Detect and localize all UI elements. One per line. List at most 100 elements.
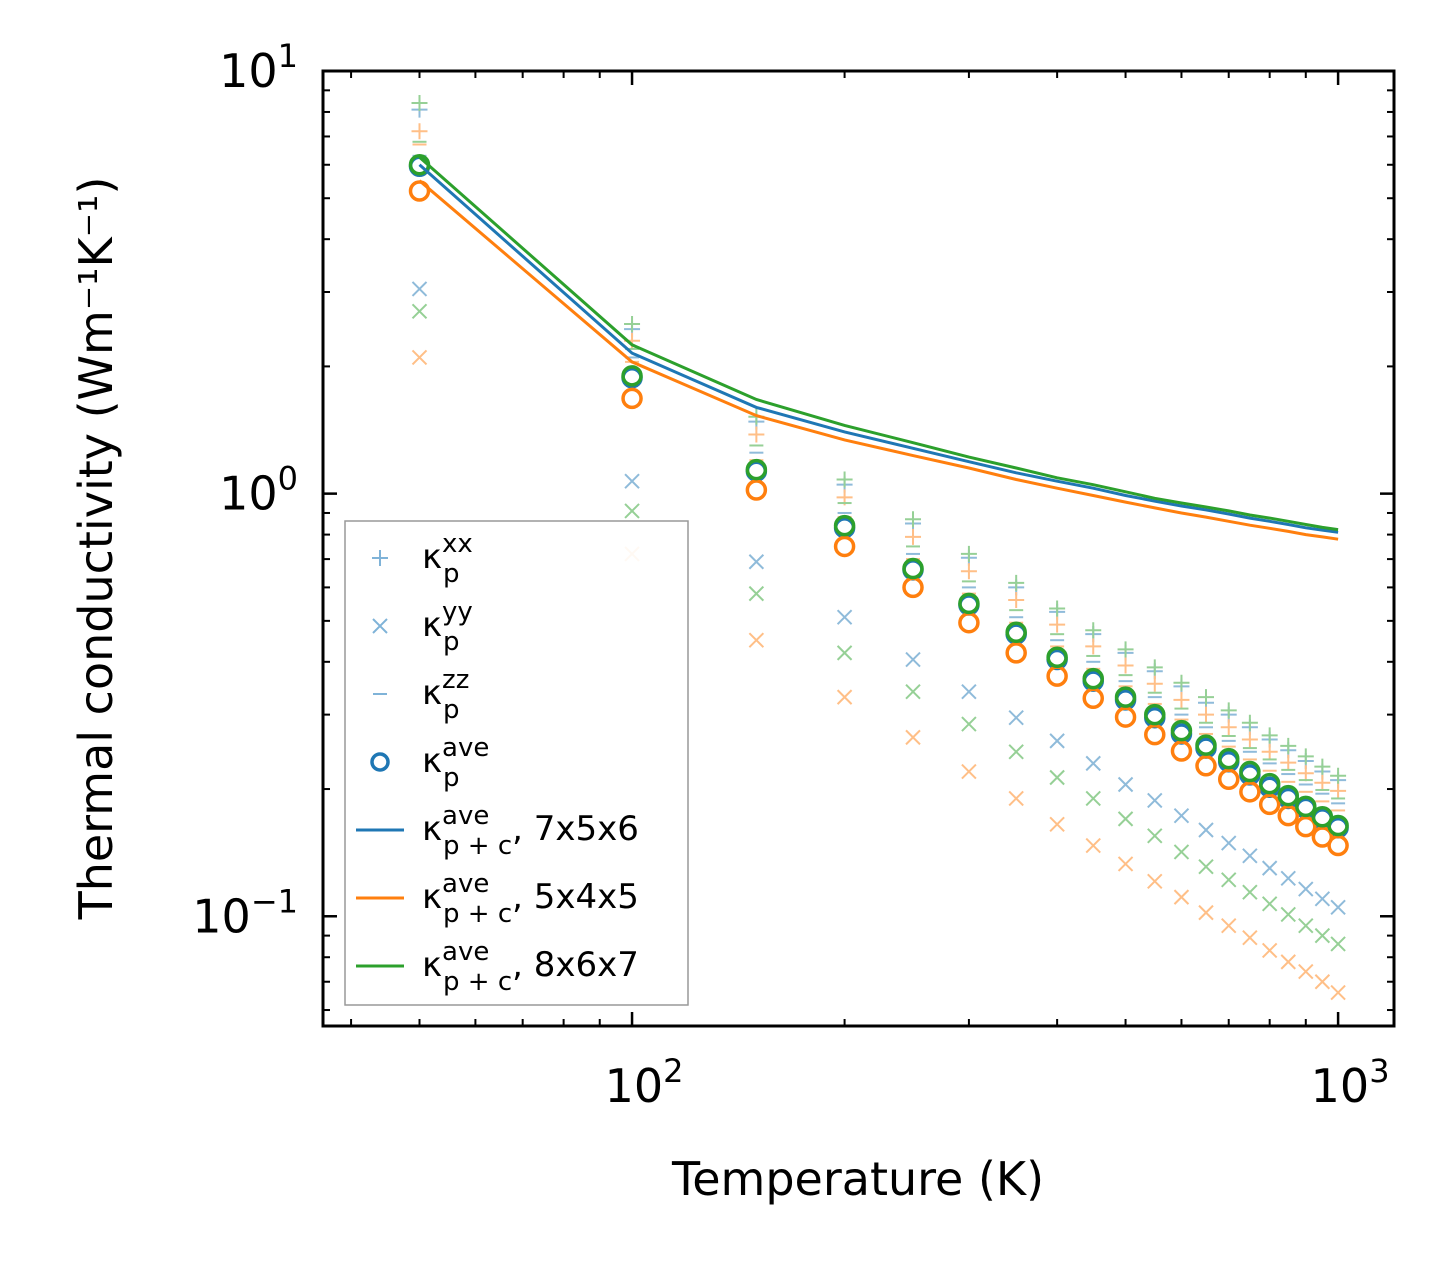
- kxx-point-5x4x5: [1261, 743, 1278, 760]
- kyy-point-7x5x6: [1008, 709, 1024, 726]
- kyy-point-7x5x6: [748, 554, 765, 570]
- kxx-point-8x6x7: [1330, 767, 1347, 784]
- y-axis-label: Thermal conductivity (Wm⁻¹K⁻¹): [69, 177, 123, 921]
- kxx-point-8x6x7: [1198, 689, 1214, 706]
- kyy-point-5x4x5: [1221, 917, 1237, 934]
- kyy-point-8x6x7: [1008, 744, 1024, 760]
- axis-ticks: [323, 69, 1394, 1026]
- x-tick-label: 103: [1311, 1052, 1390, 1113]
- kave-point-5x4x5: [1327, 834, 1349, 857]
- kave-point-5x4x5: [1170, 740, 1193, 762]
- kyy-point-8x6x7: [1330, 936, 1346, 952]
- kyy-point-8x6x7: [961, 716, 977, 732]
- kyy-point-7x5x6: [1280, 870, 1296, 886]
- kxx-point-8x6x7: [960, 545, 977, 562]
- kave-point-5x4x5: [1082, 687, 1104, 709]
- y-tick-label: 101: [219, 37, 298, 98]
- kyy-point-8x6x7: [1085, 790, 1101, 807]
- kxx-point-8x6x7: [1314, 758, 1331, 775]
- kyy-point-5x4x5: [1117, 856, 1134, 872]
- legend-item: κave p + c, 7x5x6: [356, 801, 639, 861]
- kave-point-5x4x5: [1258, 793, 1281, 816]
- kyy-point-7x5x6: [624, 473, 640, 489]
- kpc-line-7x5x6: [418, 163, 1339, 534]
- kave-point-8x6x7: [1327, 814, 1349, 837]
- x-tick-label: 102: [605, 1052, 684, 1113]
- kxx-point-5x4x5: [411, 123, 428, 140]
- kyy-point-8x6x7: [1242, 884, 1258, 900]
- kave-point-8x6x7: [1082, 667, 1104, 690]
- kyy-point-5x4x5: [836, 689, 853, 705]
- kyy-point-5x4x5: [1085, 837, 1101, 854]
- kave-point-5x4x5: [621, 387, 643, 410]
- kxx-point-5x4x5: [1314, 774, 1331, 791]
- kave-point-8x6x7: [1217, 747, 1240, 770]
- kxx-point-5x4x5: [905, 528, 922, 545]
- kxx-point-8x6x7: [1146, 659, 1163, 676]
- x-axis-label: Temperature (K): [671, 1152, 1044, 1206]
- legend-label: κzz p: [422, 665, 469, 725]
- kyy-point-5x4x5: [1147, 873, 1163, 889]
- kave-point-8x6x7: [1258, 772, 1281, 795]
- kave-point-8x6x7: [1195, 734, 1217, 756]
- legend-label: κyy p: [422, 597, 473, 657]
- kyy-point-7x5x6: [1049, 733, 1065, 749]
- kyy-point-8x6x7: [624, 503, 640, 519]
- kave-point-8x6x7: [1239, 760, 1261, 783]
- kave-point-8x6x7: [1170, 719, 1193, 742]
- kave-point-5x4x5: [745, 479, 768, 501]
- kxx-point-5x4x5: [1241, 731, 1258, 748]
- y-tick-label: 100: [219, 460, 298, 521]
- kyy-point-5x4x5: [748, 632, 765, 648]
- kxx-point-5x4x5: [1280, 754, 1297, 771]
- tick-labels: 102 103 10−1 100 101: [192, 37, 1389, 1113]
- legend: κxx p κyy p κzz p κave p κave p + c, 7x5x6 κave p +…: [344, 520, 689, 1006]
- kyy-point-5x4x5: [1280, 954, 1296, 970]
- kyy-point-7x5x6: [1314, 891, 1331, 907]
- kpc-line-8x6x7: [418, 156, 1339, 532]
- kyy-point-7x5x6: [1242, 848, 1258, 864]
- legend-item: κzz p: [373, 665, 469, 725]
- legend-label: κxx p: [422, 529, 473, 589]
- kyy-point-7x5x6: [905, 651, 921, 668]
- kxx-point-5x4x5: [1297, 765, 1314, 782]
- kave-point-8x6x7: [902, 557, 924, 580]
- kxx-point-5x4x5: [1085, 638, 1102, 655]
- kxx-point-5x4x5: [960, 563, 977, 580]
- legend-label: κave p + c, 7x5x6: [422, 801, 639, 861]
- kyy-point-7x5x6: [961, 683, 977, 700]
- kyy-point-7x5x6: [1085, 755, 1101, 772]
- kyy-point-8x6x7: [1117, 811, 1134, 827]
- kave-point-8x6x7: [1277, 784, 1300, 807]
- kave-point-8x6x7: [621, 365, 643, 387]
- plot-area: [408, 95, 1349, 1001]
- kave-point-5x4x5: [1295, 815, 1317, 838]
- kxx-point-8x6x7: [1117, 641, 1134, 658]
- kave-point-5x4x5: [1277, 804, 1300, 827]
- legend-label: κave p: [422, 733, 489, 793]
- kyy-point-5x4x5: [1314, 974, 1331, 990]
- kyy-point-8x6x7: [1314, 927, 1331, 944]
- kxx-point-8x6x7: [1085, 622, 1102, 639]
- kyy-point-7x5x6: [1198, 822, 1214, 838]
- kyy-point-5x4x5: [1173, 889, 1190, 905]
- kxx-point-8x6x7: [1049, 600, 1066, 617]
- kyy-point-7x5x6: [1261, 860, 1278, 876]
- kxx-point-8x6x7: [624, 315, 641, 332]
- kave-point-5x4x5: [1114, 706, 1137, 728]
- kyy-point-5x4x5: [1049, 816, 1065, 833]
- kave-point-5x4x5: [1195, 755, 1217, 777]
- series-group-8x6x7: [411, 95, 1347, 952]
- kyy-point-8x6x7: [411, 303, 428, 320]
- kyy-point-8x6x7: [748, 585, 765, 602]
- kxx-point-8x6x7: [1280, 737, 1297, 754]
- kyy-point-8x6x7: [1298, 917, 1314, 934]
- kyy-point-7x5x6: [1330, 899, 1346, 916]
- legend-item: κxx p: [372, 529, 473, 589]
- kxx-point-5x4x5: [1173, 691, 1190, 708]
- kxx-point-8x6x7: [1008, 574, 1025, 591]
- kave-point-8x6x7: [1046, 646, 1068, 669]
- kyy-point-7x5x6: [1173, 807, 1190, 824]
- kxx-point-8x6x7: [411, 95, 428, 112]
